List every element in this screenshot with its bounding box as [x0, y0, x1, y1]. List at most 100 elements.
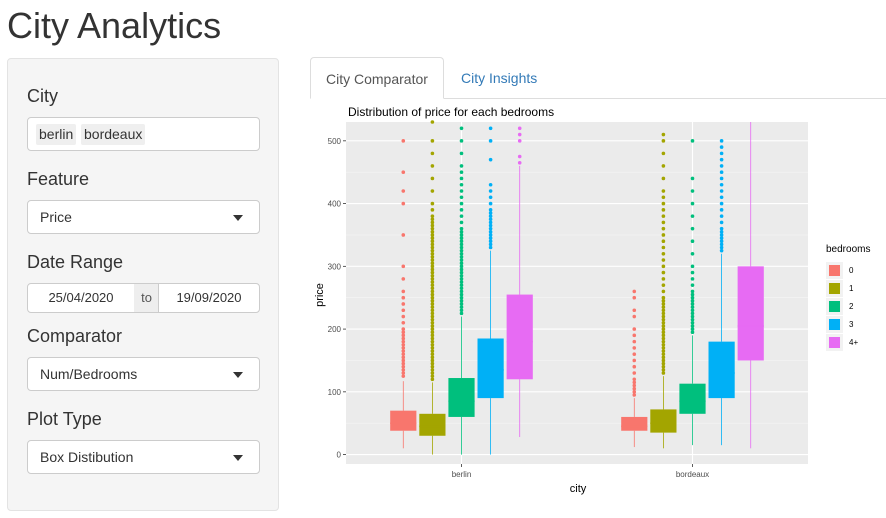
outlier-point [459, 264, 464, 269]
outlier-point [632, 308, 637, 313]
outlier-point [661, 299, 666, 303]
outlier-point [661, 195, 666, 200]
outlier-point [661, 364, 666, 369]
tab-city-insights[interactable]: City Insights [461, 70, 538, 86]
outlier-point [430, 245, 435, 250]
outlier-point [430, 273, 435, 278]
box-body [737, 266, 764, 361]
outlier-point [401, 342, 406, 347]
date-start-input[interactable]: 25/04/2020 [27, 283, 135, 313]
plot-type-select[interactable]: Box Distibution [27, 440, 260, 474]
box-bordeaux-4+ [737, 122, 764, 449]
outlier-point [430, 239, 435, 244]
outlier-point [690, 317, 695, 322]
outlier-point [430, 355, 435, 360]
outlier-point [661, 283, 666, 287]
outlier-point [401, 277, 406, 281]
outlier-point [719, 189, 724, 193]
outlier-point [401, 295, 406, 300]
outlier-point [430, 371, 435, 375]
outlier-point [459, 233, 464, 237]
outlier-point [661, 314, 666, 319]
outlier-point [430, 214, 435, 218]
city-chip-berlin[interactable]: berlin [36, 124, 77, 145]
outlier-point [632, 377, 637, 382]
outlier-point [719, 151, 724, 156]
chevron-down-icon [233, 455, 243, 461]
outlier-point [632, 333, 637, 338]
outlier-point [661, 336, 666, 341]
outlier-point [661, 277, 666, 281]
outlier-point [661, 311, 666, 316]
outlier-point [430, 321, 435, 325]
y-tick-label: 100 [328, 388, 342, 397]
date-end-input[interactable]: 19/09/2020 [158, 283, 260, 313]
outlier-point [488, 217, 493, 222]
y-tick-label: 0 [337, 451, 342, 460]
outlier-point [430, 242, 435, 247]
outlier-point [430, 270, 435, 275]
outlier-point [459, 176, 464, 181]
outlier-point [719, 242, 724, 247]
outlier-point [430, 374, 435, 378]
box-body [477, 338, 504, 399]
outlier-point [690, 226, 695, 231]
outlier-point [430, 258, 435, 262]
outlier-point [690, 314, 695, 319]
box-berlin-4+ [506, 126, 533, 438]
legend-title: bedrooms [826, 244, 870, 255]
outlier-point [401, 302, 406, 306]
outlier-point [430, 339, 435, 344]
city-multiselect[interactable]: berlin bordeaux [27, 117, 260, 151]
legend-label-2: 2 [849, 302, 854, 311]
outlier-point [719, 220, 724, 225]
outlier-point [459, 214, 464, 218]
outlier-point [719, 208, 724, 212]
tab-city-comparator[interactable]: City Comparator [310, 57, 444, 99]
outlier-point [661, 289, 666, 294]
outlier-point [661, 220, 666, 225]
outlier-point [459, 255, 464, 259]
outlier-point [517, 160, 522, 165]
chevron-down-icon [233, 215, 243, 221]
outlier-point [430, 283, 435, 287]
outlier-point [690, 305, 695, 309]
outlier-point [401, 364, 406, 369]
outlier-point [661, 132, 666, 137]
outlier-point [690, 201, 695, 206]
outlier-point [661, 270, 666, 275]
outlier-point [690, 239, 695, 244]
outlier-point [661, 346, 666, 350]
outlier-point [661, 295, 666, 300]
outlier-point [430, 217, 435, 222]
outlier-point [459, 182, 464, 187]
outlier-point [661, 302, 666, 306]
outlier-point [430, 317, 435, 322]
outlier-point [661, 151, 666, 156]
outlier-point [430, 264, 435, 269]
outlier-point [459, 242, 464, 247]
feature-select[interactable]: Price [27, 200, 260, 234]
outlier-point [719, 239, 724, 244]
outlier-point [488, 139, 493, 143]
outlier-point [430, 151, 435, 156]
outlier-point [488, 211, 493, 215]
outlier-point [632, 289, 637, 294]
outlier-point [661, 208, 666, 212]
plot-type-label: Plot Type [27, 409, 102, 429]
outlier-point [430, 120, 435, 124]
outlier-point [661, 176, 666, 181]
outlier-point [661, 164, 666, 168]
comparator-select[interactable]: Num/Bedrooms [27, 357, 260, 391]
outlier-point [459, 245, 464, 250]
city-chip-bordeaux[interactable]: bordeaux [81, 124, 146, 145]
outlier-point [517, 132, 522, 137]
outlier-point [661, 349, 666, 353]
outlier-point [459, 248, 464, 253]
outlier-point [632, 295, 637, 300]
outlier-point [488, 230, 493, 234]
outlier-point [488, 220, 493, 225]
outlier-point [632, 346, 637, 350]
box-body [708, 341, 735, 399]
box-bordeaux-3 [708, 139, 735, 446]
